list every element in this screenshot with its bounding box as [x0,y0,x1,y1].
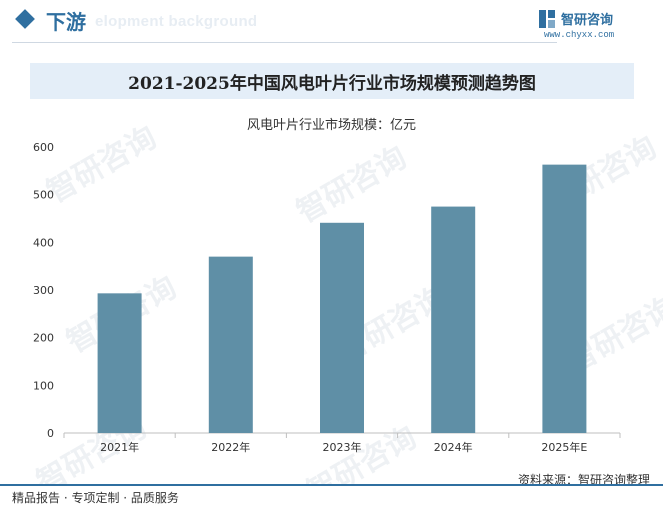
x-tick-label: 2022年 [211,440,250,454]
logo-mark-icon [539,10,555,28]
y-tick-label: 100 [33,379,54,392]
bar [320,222,364,433]
bar [208,256,253,433]
title-band: 2021-2025年中国风电叶片行业市场规模预测趋势图 [30,63,634,99]
section-title: 下游 [46,10,86,34]
y-tick-label: 500 [33,189,54,202]
y-tick-label: 0 [47,427,54,440]
logo-name: 智研咨询 [561,13,614,28]
bar [431,206,476,433]
logo-url: www.chyxx.com [544,30,615,40]
source-note: 资料来源：智研咨询整理 [517,473,650,487]
x-tick-label: 2023年 [323,440,362,454]
y-tick-label: 300 [33,284,54,297]
header-divider [12,42,557,43]
legend-label: 风电叶片行业市场规模：亿元 [246,118,416,133]
y-tick-label: 600 [33,141,54,154]
bar [542,164,587,434]
x-tick-label: 2025年E [541,440,587,454]
y-tick-label: 400 [33,236,54,249]
chart-title: 2021-2025年中国风电叶片行业市场规模预测趋势图 [128,74,536,94]
footer-divider [0,484,663,486]
x-tick-label: 2024年 [434,440,473,454]
page-header: 下游 elopment background 智研咨询 www.chyxx.co… [0,0,663,44]
x-tick-label: 2021年 [100,440,139,454]
footer-tagline: 精品报告 · 专项定制 · 品质服务 [12,491,179,505]
bar [97,293,142,433]
page-footer: 精品报告 · 专项定制 · 品质服务 [0,484,663,511]
ghost-heading: elopment background [95,13,258,30]
brand-logo: 智研咨询 www.chyxx.com [539,8,649,40]
y-tick-label: 200 [33,332,54,345]
